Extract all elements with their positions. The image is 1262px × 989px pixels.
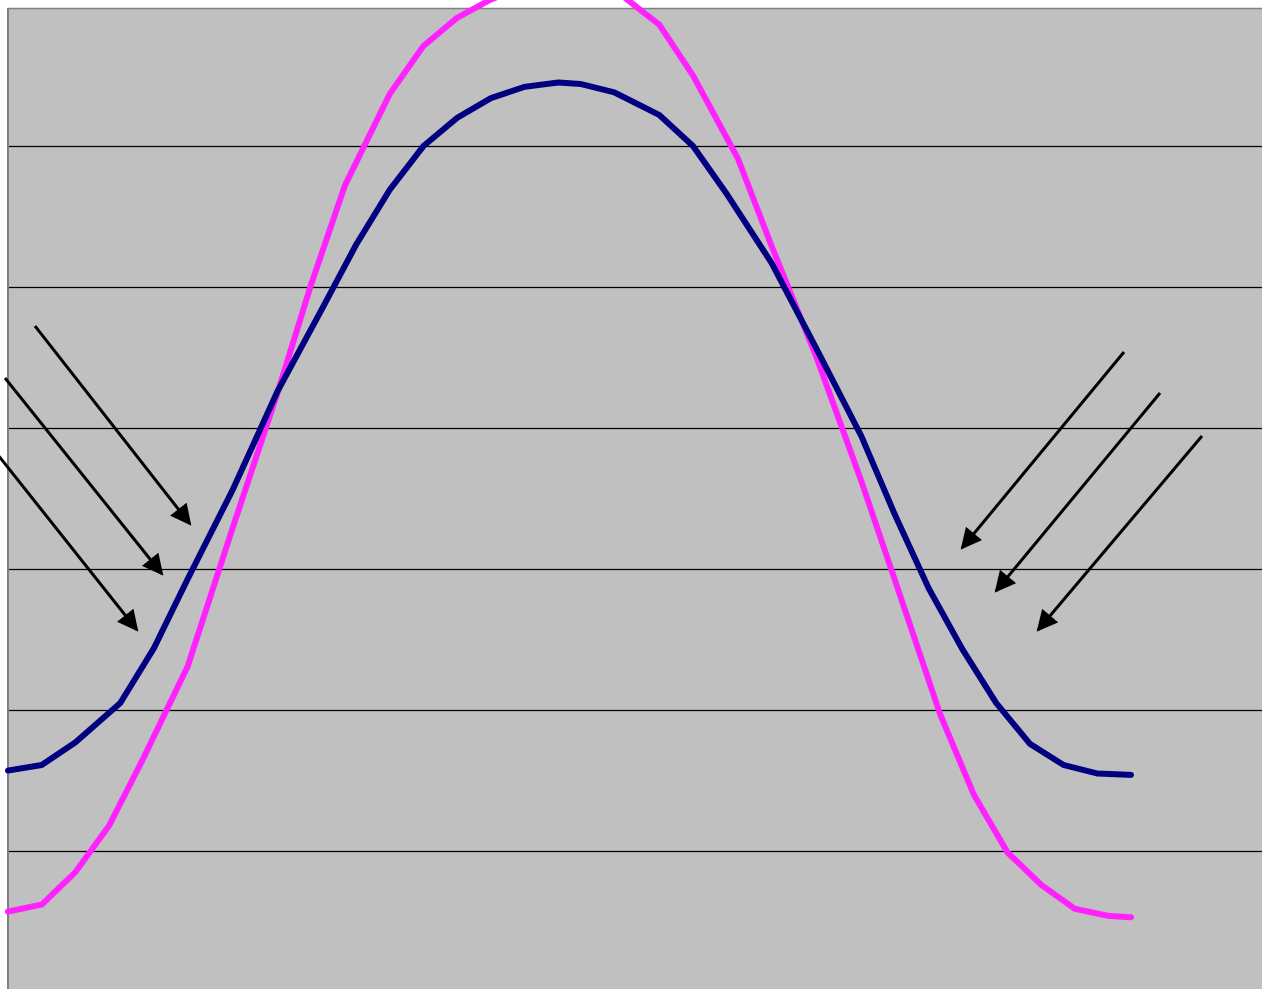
plot-area xyxy=(8,8,1262,989)
series-line-2 xyxy=(5,79,1134,778)
series-line-1 xyxy=(5,0,1134,921)
annotation-arrow-3 xyxy=(0,455,139,632)
annotation-arrow-5 xyxy=(994,392,1162,593)
annotation-arrow-6 xyxy=(1036,435,1204,632)
series-group xyxy=(5,0,1134,921)
annotation-arrow-4 xyxy=(960,351,1126,550)
annotation-arrows xyxy=(0,325,1204,632)
annotation-arrow-2 xyxy=(3,377,164,576)
annotation-arrow-1 xyxy=(33,325,192,526)
